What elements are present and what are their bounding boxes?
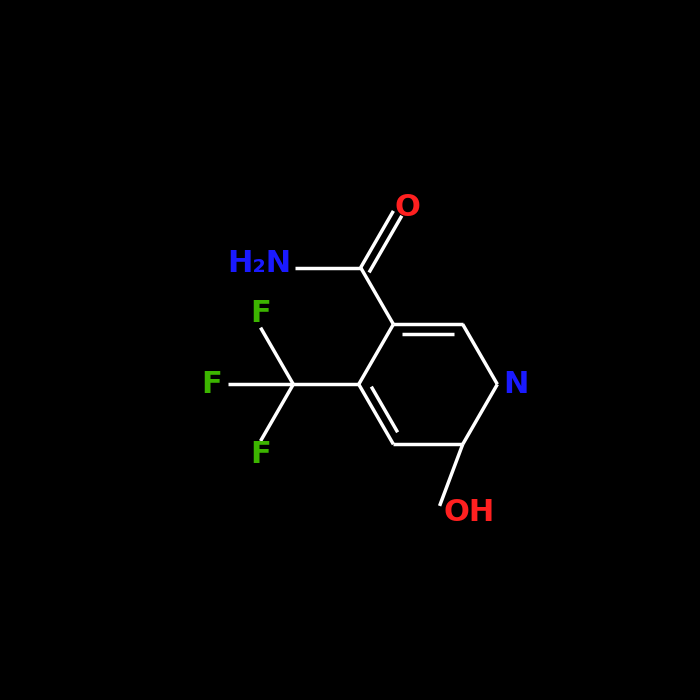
Text: OH: OH [444, 498, 495, 526]
Text: F: F [201, 370, 222, 399]
Text: F: F [250, 440, 271, 469]
Text: O: O [394, 193, 420, 222]
Text: F: F [250, 300, 271, 328]
Text: N: N [503, 370, 529, 399]
Text: H₂N: H₂N [228, 249, 291, 279]
